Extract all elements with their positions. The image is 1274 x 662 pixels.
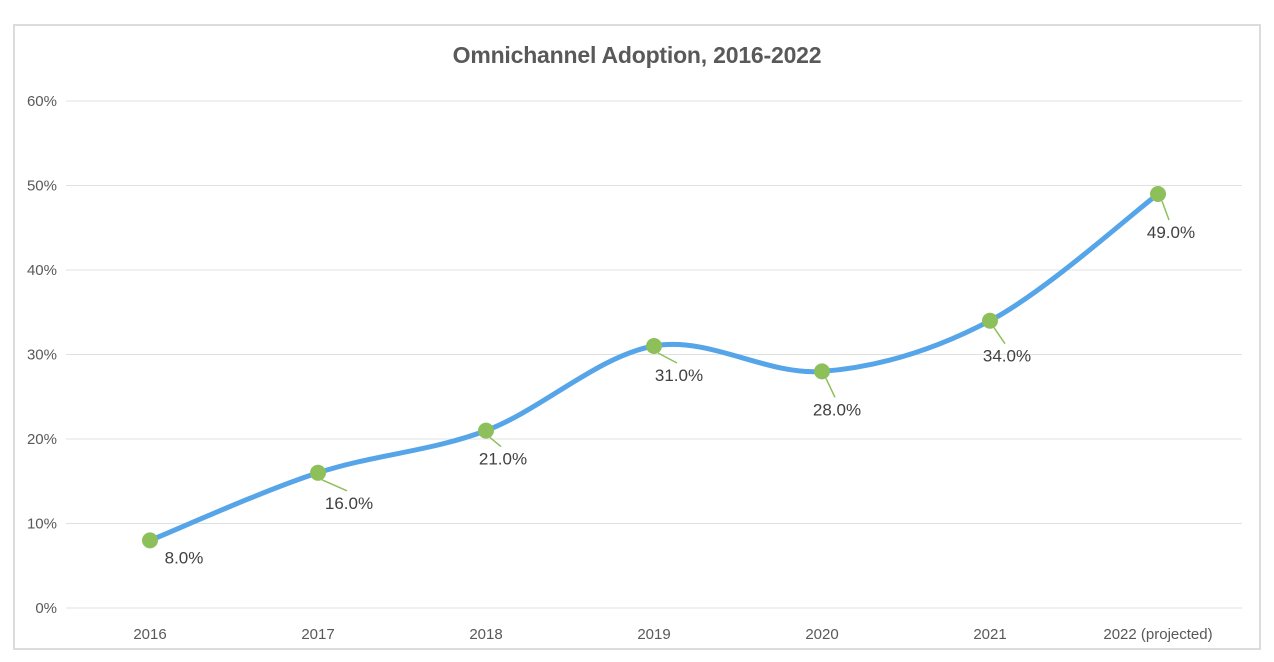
data-label-leader xyxy=(993,327,1006,345)
data-point-marker xyxy=(646,338,662,354)
chart-title: Omnichannel Adoption, 2016-2022 xyxy=(452,42,822,68)
data-point-label: 34.0% xyxy=(983,347,1031,366)
data-point-label: 8.0% xyxy=(165,548,204,567)
y-axis-tick-label: 0% xyxy=(35,600,57,617)
data-point-marker xyxy=(814,363,830,380)
data-point-label: 49.0% xyxy=(1147,223,1195,242)
data-point-label: 16.0% xyxy=(325,494,373,513)
y-axis-tick-label: 30% xyxy=(27,347,57,364)
data-label-leader xyxy=(825,378,836,398)
data-point-marker xyxy=(310,464,326,481)
data-label-leader xyxy=(321,479,348,492)
y-axis-tick-label: 50% xyxy=(27,178,57,195)
data-label-leader xyxy=(1161,200,1170,221)
data-point-label: 21.0% xyxy=(479,450,527,469)
data-point-label: 28.0% xyxy=(813,400,861,419)
x-axis-tick-label: 2017 xyxy=(301,626,334,643)
data-point-marker xyxy=(982,312,998,329)
data-point-marker xyxy=(142,532,158,549)
x-axis-tick-label: 2018 xyxy=(469,626,502,643)
line-chart: 0% 10% 20% 30% 40% 50% 60% 2016 2017 2018 2019 2020… xyxy=(27,93,1242,643)
x-axis-tick-label: 2019 xyxy=(637,626,670,643)
y-axis-tick-label: 60% xyxy=(27,93,57,110)
data-point-label: 31.0% xyxy=(655,366,703,385)
y-axis-tick-label: 10% xyxy=(27,516,57,533)
data-label-leader xyxy=(489,437,502,448)
x-axis-tick-label: 2021 xyxy=(973,626,1006,643)
y-axis-tick-label: 20% xyxy=(27,431,57,448)
x-axis-tick-label: 2020 xyxy=(805,626,838,643)
x-axis-tick-label: 2016 xyxy=(133,626,166,643)
x-axis-tick-label: 2022 (projected) xyxy=(1103,626,1212,643)
data-label-leader xyxy=(657,352,678,364)
chart-frame: Omnichannel Adoption, 2016-2022 0% 10% 20%… xyxy=(13,24,1261,650)
data-point-marker xyxy=(1150,186,1166,202)
data-point-marker xyxy=(478,422,494,439)
y-axis-tick-label: 40% xyxy=(27,262,57,279)
